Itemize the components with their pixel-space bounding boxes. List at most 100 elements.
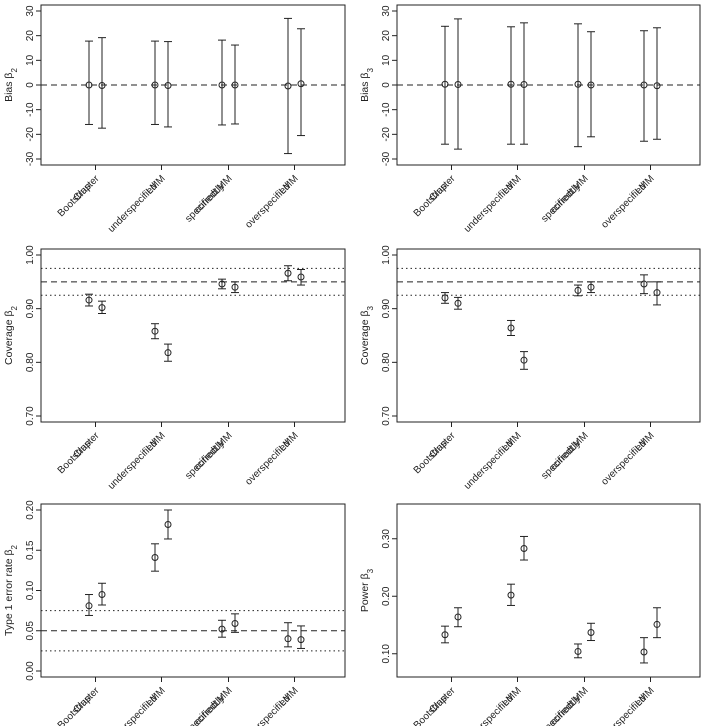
estimate-point — [151, 327, 159, 335]
y-tick-label: 10 — [25, 54, 36, 66]
estimate-point — [151, 81, 159, 89]
x-category-label: underspecified — [462, 181, 516, 235]
x-category-label: specified — [539, 189, 575, 225]
estimate-point — [574, 647, 582, 655]
x-category-label: underspecified — [462, 693, 516, 726]
x-category-label: specified — [183, 701, 219, 726]
y-tick-label: 0.20 — [25, 500, 36, 520]
plot-frame — [396, 248, 701, 423]
estimate-point — [231, 620, 239, 628]
estimate-point — [231, 81, 239, 89]
y-tick-label: 0.80 — [381, 352, 392, 372]
estimate-point — [297, 636, 305, 644]
y-tick-label: 20 — [381, 30, 392, 42]
estimate-point — [164, 81, 172, 89]
estimate-point — [454, 81, 462, 89]
y-tick-label: 0.90 — [381, 298, 392, 318]
x-category-label: underspecified — [106, 438, 160, 492]
estimate-point — [653, 289, 661, 297]
y-tick-label: 0.15 — [25, 540, 36, 560]
y-tick-label: 1.00 — [25, 245, 36, 265]
estimate-point — [284, 82, 292, 90]
x-category-label: Bootstrap — [56, 693, 94, 726]
estimate-point — [218, 81, 226, 89]
x-category-label: overspecified — [599, 181, 648, 230]
estimate-point — [441, 80, 449, 88]
y-tick-label: 0.10 — [25, 580, 36, 600]
estimate-point — [231, 283, 239, 291]
y-tick-label: -10 — [381, 102, 392, 117]
y-tick-label: 0.10 — [381, 644, 392, 664]
x-category-label: overspecified — [243, 693, 292, 726]
y-axis-title: Bias β3 — [359, 68, 375, 102]
estimate-point — [164, 520, 172, 528]
estimate-point — [507, 324, 515, 332]
x-category-label: specified — [539, 446, 575, 482]
x-category-label: underspecified — [106, 693, 160, 726]
estimate-point — [653, 82, 661, 90]
estimate-point — [218, 280, 226, 288]
y-axis-title: Bias β2 — [3, 68, 19, 102]
x-category-label: overspecified — [599, 438, 648, 487]
estimate-point — [85, 81, 93, 89]
estimate-point — [297, 80, 305, 88]
estimate-point — [587, 81, 595, 89]
estimate-point — [218, 625, 226, 633]
x-category-label: underspecified — [106, 181, 160, 235]
plot-frame — [396, 503, 701, 678]
estimate-point — [574, 80, 582, 88]
estimate-point — [297, 273, 305, 281]
estimate-point — [454, 299, 462, 307]
estimate-point — [98, 81, 106, 89]
y-tick-label: 0.70 — [25, 406, 36, 426]
estimate-point — [640, 280, 648, 288]
y-tick-label: 0.70 — [381, 406, 392, 426]
y-tick-label: 0.20 — [381, 586, 392, 606]
y-tick-label: 10 — [381, 54, 392, 66]
y-tick-label: 0.30 — [381, 529, 392, 549]
y-tick-label: -30 — [25, 151, 36, 166]
y-tick-label: 20 — [25, 30, 36, 42]
estimate-point — [85, 296, 93, 304]
x-category-label: Bootstrap — [56, 181, 94, 219]
y-axis-title: Coverage β3 — [359, 305, 375, 364]
y-tick-label: 0 — [381, 82, 392, 88]
estimate-point — [587, 283, 595, 291]
estimate-point — [587, 628, 595, 636]
y-tick-label: 0.80 — [25, 352, 36, 372]
x-category-label: specified — [183, 189, 219, 225]
y-axis-title: Power β3 — [359, 568, 375, 612]
estimate-point — [653, 620, 661, 628]
estimate-point — [520, 545, 528, 553]
estimate-point — [151, 553, 159, 561]
y-tick-label: 0.00 — [25, 661, 36, 681]
estimate-point — [520, 81, 528, 89]
estimate-point — [98, 304, 106, 312]
estimate-point — [284, 269, 292, 277]
estimate-point — [98, 591, 106, 599]
estimate-point — [284, 635, 292, 643]
estimate-point — [640, 648, 648, 656]
x-category-label: specified — [183, 446, 219, 482]
y-tick-label: 1.00 — [381, 245, 392, 265]
estimate-point — [85, 602, 93, 610]
x-category-label: Bootstrap — [412, 693, 450, 726]
x-category-label: overspecified — [243, 438, 292, 487]
y-tick-label: 30 — [25, 5, 36, 17]
estimate-point — [520, 356, 528, 364]
x-category-label: underspecified — [462, 438, 516, 492]
x-category-label: Bootstrap — [412, 181, 450, 219]
x-category-label: specified — [539, 701, 575, 726]
y-tick-label: 0.90 — [25, 298, 36, 318]
estimate-point — [574, 286, 582, 294]
y-tick-label: -20 — [25, 127, 36, 142]
y-tick-label: -10 — [25, 102, 36, 117]
x-category-label: overspecified — [599, 693, 648, 726]
x-category-label: Bootstrap — [412, 438, 450, 476]
y-tick-label: 0.05 — [25, 621, 36, 641]
